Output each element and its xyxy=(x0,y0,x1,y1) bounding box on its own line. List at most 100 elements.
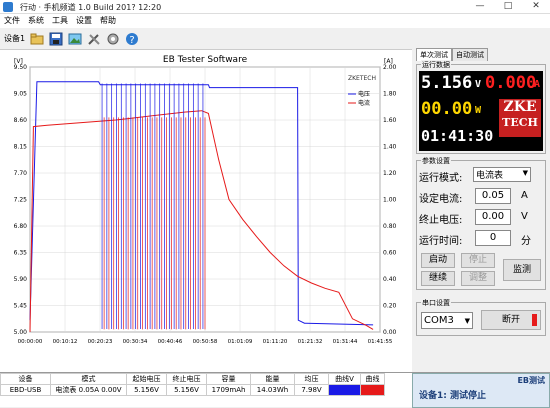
disconnect-button[interactable]: 断开 xyxy=(481,310,541,330)
chart-title: EB Tester Software xyxy=(163,55,248,65)
run-data-title: 运行数据 xyxy=(421,60,451,70)
x-tick-label: 00:10:12 xyxy=(53,339,78,345)
menu-help[interactable]: 帮助 xyxy=(100,16,116,25)
image-icon[interactable] xyxy=(68,32,82,46)
status-bar: 设备 模式 起始电压 终止电压 容量 能量 均压 曲线V 曲线 EBD-USB … xyxy=(0,372,550,408)
voltage-series-line xyxy=(29,81,374,326)
right-axis-unit: [A] xyxy=(384,58,393,65)
chevron-down-icon: ▼ xyxy=(522,169,528,177)
y-left-tick-label: 8.60 xyxy=(14,117,28,124)
menu-settings[interactable]: 设置 xyxy=(76,16,92,25)
x-tick-label: 01:31:44 xyxy=(333,339,358,345)
run-time-label: 运行时间: xyxy=(419,236,463,247)
set-current-label: 设定电流: xyxy=(419,194,463,205)
voltage-unit: V xyxy=(475,79,482,90)
chart-area: EB Tester Software [V] [A] ZKETECH 9.50 2… xyxy=(0,50,412,372)
cell-mode: 电流表 0.05A 0.00V xyxy=(50,384,127,396)
app-icon xyxy=(3,2,13,12)
save-icon[interactable] xyxy=(49,32,63,46)
chevron-down-icon: ▼ xyxy=(464,317,470,325)
mode-select[interactable]: 电流表 ▼ xyxy=(473,167,531,182)
y-right-tick-label: 0.80 xyxy=(383,223,397,230)
menu-file[interactable]: 文件 xyxy=(4,16,20,25)
mode-tabs: 单次测试 自动测试 xyxy=(416,48,488,61)
header-end-voltage: 终止电压 xyxy=(166,373,207,385)
voltage-current-chart: EB Tester Software [V] [A] ZKETECH 9.50 2… xyxy=(14,55,397,345)
status-table-header: 设备 模式 起始电压 终止电压 容量 能量 均压 曲线V 曲线 xyxy=(0,373,385,385)
help-icon[interactable]: ? xyxy=(125,32,139,46)
close-button[interactable]: ✕ xyxy=(532,1,540,11)
stop-button[interactable]: 停止 xyxy=(461,253,495,268)
cell-end-voltage: 5.156V xyxy=(166,384,207,396)
y-right-tick-label: 0.40 xyxy=(383,276,397,283)
svg-text:?: ? xyxy=(129,35,134,46)
current-unit: A xyxy=(534,79,541,90)
device-label[interactable]: 设备1 xyxy=(4,34,26,43)
y-right-tick-label: 1.40 xyxy=(383,144,397,151)
maximize-button[interactable]: □ xyxy=(503,1,513,11)
title-bar: 行动 · 手机频道 1.0 Build 201? 12:20 — □ ✕ xyxy=(0,0,550,14)
y-right-tick-label: 1.00 xyxy=(383,197,397,204)
zketech-logo: ZKE TECH xyxy=(499,99,541,137)
x-tick-label: 00:40:46 xyxy=(158,339,183,345)
window-controls: — □ ✕ xyxy=(466,0,550,14)
header-mode: 模式 xyxy=(50,373,127,385)
y-right-tick-label: 0.00 xyxy=(383,329,397,336)
menu-system[interactable]: 系统 xyxy=(28,16,44,25)
run-time-input[interactable]: 0 xyxy=(475,230,511,246)
tab-single-test[interactable]: 单次测试 xyxy=(416,48,452,61)
set-current-unit: A xyxy=(521,190,528,201)
serial-group: 串口设置 COM3 ▼ 断开 xyxy=(416,298,546,336)
cell-curve-v-swatch[interactable] xyxy=(328,384,361,396)
minimize-button[interactable]: — xyxy=(475,1,485,11)
y-right-tick-label: 2.00 xyxy=(383,64,397,71)
set-current-input[interactable]: 0.05 xyxy=(475,188,511,204)
watermark: ZKETECH xyxy=(348,75,376,82)
y-left-tick-label: 5.90 xyxy=(14,276,28,283)
legend-voltage: 电压 xyxy=(358,90,370,98)
header-device: 设备 xyxy=(0,373,51,385)
open-icon[interactable] xyxy=(30,32,44,46)
settings-icon[interactable] xyxy=(106,32,120,46)
y-right-tick-label: 1.80 xyxy=(383,91,397,98)
menu-tools[interactable]: 工具 xyxy=(52,16,68,25)
monitor-button[interactable]: 监测 xyxy=(503,259,541,281)
y-left-tick-label: 9.05 xyxy=(14,91,28,98)
header-start-voltage: 起始电压 xyxy=(126,373,167,385)
header-curve-a: 曲线 xyxy=(360,373,385,385)
cell-start-voltage: 5.156V xyxy=(126,384,167,396)
header-curve-v: 曲线V xyxy=(328,373,361,385)
x-tick-label: 01:41:55 xyxy=(368,339,393,345)
header-avg-voltage: 均压 xyxy=(294,373,329,385)
table-row[interactable]: EBD-USB 电流表 0.05A 0.00V 5.156V 5.156V 17… xyxy=(0,384,385,396)
x-tick-label: 00:20:23 xyxy=(88,339,113,345)
end-voltage-input[interactable]: 0.00 xyxy=(475,209,511,225)
status-table: 设备 模式 起始电压 终止电压 容量 能量 均压 曲线V 曲线 EBD-USB … xyxy=(0,373,385,396)
chart-legend: 电压 电流 xyxy=(348,90,370,107)
adjust-button[interactable]: 调整 xyxy=(461,271,495,286)
elapsed-readout: 01:41:30 xyxy=(421,127,494,145)
end-voltage-unit: V xyxy=(521,211,528,222)
port-select[interactable]: COM3 ▼ xyxy=(421,312,473,329)
start-button[interactable]: 启动 xyxy=(421,253,455,268)
params-group: 参数设置 运行模式: 电流表 ▼ 设定电流: 0.05 A 终止电压: 0.00… xyxy=(416,156,546,290)
legend-current: 电流 xyxy=(358,99,370,107)
x-tick-label: 00:00:00 xyxy=(18,339,43,345)
continue-button[interactable]: 继续 xyxy=(421,271,455,286)
y-right-tick-label: 1.20 xyxy=(383,170,397,177)
y-left-tick-label: 5.45 xyxy=(14,303,28,310)
status-box-title: EB测试 xyxy=(517,376,545,385)
cell-capacity: 1709mAh xyxy=(206,384,251,396)
status-message-box: EB测试 设备1: 测试停止 xyxy=(412,373,550,408)
y-left-tick-label: 9.50 xyxy=(14,64,28,71)
tab-auto-test[interactable]: 自动测试 xyxy=(452,48,488,61)
x-tick-label: 01:11:20 xyxy=(263,339,288,345)
menu-bar: 文件 系统 工具 设置 帮助 xyxy=(0,14,550,28)
x-tick-label: 01:01:09 xyxy=(228,339,253,345)
tools-icon[interactable] xyxy=(87,32,101,46)
x-tick-label: 00:50:58 xyxy=(193,339,218,345)
cell-avg-voltage: 7.98V xyxy=(294,384,329,396)
run-data-group: 运行数据 5.156 V 0.000 A 00.00 W 01:41:30 ZK… xyxy=(416,60,546,154)
cell-curve-a-swatch[interactable] xyxy=(360,384,385,396)
current-readout: 0.000 xyxy=(485,73,537,93)
